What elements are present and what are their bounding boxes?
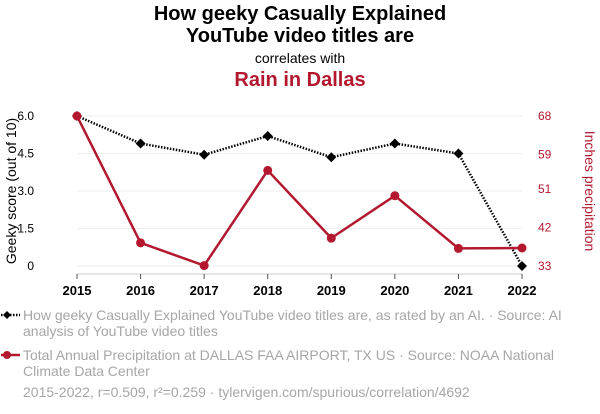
legend-swatch-1 <box>1 311 20 319</box>
y-right-tick-label: 51 <box>538 182 552 196</box>
series-2-point <box>326 233 336 243</box>
x-tick-label: 2016 <box>126 283 155 298</box>
series-2-point <box>517 243 527 253</box>
gridlines <box>77 115 522 267</box>
series-2-point <box>453 243 463 253</box>
series-lines <box>75 114 524 267</box>
chart-title-line-3: Rain in Dallas <box>234 69 366 91</box>
y-left-tick-label: 1.5 <box>17 222 34 236</box>
legend-label-1: How geeky Casually Explained YouTube vid… <box>23 307 562 339</box>
y-right-tick-label: 59 <box>538 148 552 162</box>
chart-title-line-2: YouTube video titles are <box>185 25 415 47</box>
series-markers <box>72 111 527 271</box>
series-1-point <box>135 138 146 149</box>
axes <box>76 273 523 279</box>
chart-title-line-1: How geeky Casually Explained <box>153 3 447 25</box>
axis-labels: 0 1.5 3.0 4.5 6.0 33 42 51 59 68 2015 2016 2017 2018 2… <box>3 109 598 298</box>
x-tick-label: 2019 <box>317 283 346 298</box>
x-tick-label: 2017 <box>190 283 219 298</box>
x-tick-label: 2021 <box>444 283 473 298</box>
y-right-tick-label: 33 <box>538 259 552 273</box>
y-left-axis-title: Geeky score (out of 10) <box>3 118 19 264</box>
chart-subtitle: correlates with <box>254 50 346 66</box>
y-right-axis-title: Inches precipitation <box>582 131 598 252</box>
y-right-tick-label: 42 <box>538 220 552 234</box>
y-left-tick-label: 3.0 <box>17 184 34 198</box>
series-2-point <box>72 111 82 121</box>
x-tick-label: 2018 <box>253 283 282 298</box>
legend-swatch-2 <box>1 351 20 359</box>
x-tick-label: 2022 <box>508 283 537 298</box>
footer-stats: 2015-2022, r=0.509, r²=0.259 · tylervige… <box>23 384 470 400</box>
chart-plot: 0 1.5 3.0 4.5 6.0 33 42 51 59 68 2015 2016 2017 2018 2… <box>3 109 598 298</box>
x-tick-label: 2015 <box>63 283 92 298</box>
series-1-point <box>517 261 527 271</box>
series-2-point <box>263 165 273 175</box>
series-1-point <box>199 149 210 160</box>
series-1-point <box>326 152 337 163</box>
series-2-point <box>136 238 146 248</box>
series-2-point <box>199 261 209 271</box>
y-left-tick-label: 6.0 <box>17 109 34 123</box>
y-right-tick-label: 68 <box>538 109 552 123</box>
x-tick-label: 2020 <box>380 283 409 298</box>
series-1-point <box>453 148 464 159</box>
y-left-tick-label: 0 <box>27 259 34 273</box>
series-2-line <box>75 115 523 267</box>
series-1-point <box>389 138 400 149</box>
series-2-point <box>390 191 400 201</box>
series-1-point <box>262 131 273 141</box>
y-left-tick-label: 4.5 <box>17 147 34 161</box>
legend-label-2: Total Annual Precipitation at DALLAS FAA… <box>23 347 554 379</box>
